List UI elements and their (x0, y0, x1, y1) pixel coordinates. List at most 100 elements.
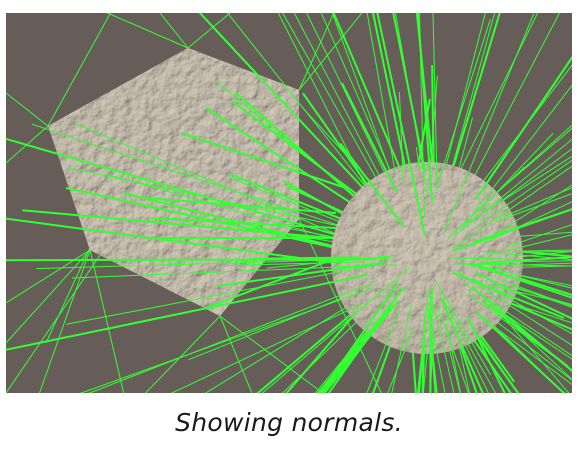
sphere-normal-line (416, 13, 434, 203)
sphere-normal-line (226, 13, 366, 187)
render-viewport (6, 13, 572, 393)
sphere-normal-line (513, 285, 572, 308)
sphere-normal-line (293, 13, 398, 210)
cube-normal-line (219, 315, 253, 393)
sphere-normal-line (481, 251, 572, 261)
sphere-normal-line (324, 318, 385, 393)
sphere-normal-line (451, 208, 572, 253)
sphere-normal-line (432, 13, 438, 189)
sphere-normal-line (150, 217, 337, 229)
sphere-normal-line (487, 184, 572, 240)
sphere-normal-line (319, 282, 399, 393)
sphere-normal-line (507, 224, 572, 247)
sphere-normal-line (447, 166, 525, 239)
sphere-normal-line (475, 55, 572, 200)
sphere-normal-line (219, 261, 365, 267)
sphere-normal-line (477, 159, 572, 226)
sphere-normal-line (476, 311, 566, 393)
sphere-normal-line (427, 309, 436, 393)
sphere-normal-line (180, 132, 347, 189)
sphere-normal-line (435, 19, 491, 191)
sphere-normal-line (170, 302, 365, 393)
sphere-normal-line (465, 155, 572, 225)
scene-canvas (6, 13, 572, 393)
sphere-normal-line (488, 314, 572, 381)
sphere-normal-line (277, 13, 367, 188)
sphere-normal-line (455, 263, 572, 267)
sphere-normal-line (205, 257, 337, 309)
sphere-normal-line (416, 289, 429, 393)
sphere-normal-line (462, 282, 572, 357)
sphere-normal-line (504, 260, 572, 263)
sphere-normal-line (416, 98, 431, 168)
normal-lines-front (6, 13, 572, 393)
sphere-normal-line (452, 271, 565, 319)
sphere-normal-line (502, 187, 572, 218)
sphere-normal-line (285, 309, 359, 393)
sphere (331, 162, 523, 354)
sphere-normal-line (266, 254, 398, 269)
sphere-normal-line (454, 13, 539, 182)
sphere-normal-line (332, 13, 406, 179)
sphere-normal-line (488, 300, 570, 393)
sphere-normal-line (6, 273, 368, 351)
sphere-normal-line (494, 234, 572, 255)
sphere-normal-line (327, 327, 377, 393)
sphere-normal-line (474, 333, 520, 393)
sphere-normal-line (421, 315, 426, 393)
cube-normal-line (144, 315, 221, 393)
sphere-normal-line (391, 304, 412, 393)
sphere-normal-line (501, 280, 572, 307)
sphere-normal-line (282, 13, 400, 218)
sphere-normal-line (316, 316, 381, 393)
sphere-normal-line (320, 286, 406, 393)
sphere-normal-line (483, 201, 572, 244)
sphere-normal-line (447, 257, 534, 261)
sphere-normal-line (376, 13, 426, 237)
sphere-normal-line (440, 13, 486, 188)
sphere-normal-line (483, 301, 569, 368)
sphere-normal-line (366, 309, 401, 393)
cube-normal-line (47, 13, 112, 127)
cube-normal-line (219, 315, 324, 393)
sphere-normal-line (510, 231, 572, 238)
sphere-normal-line (372, 333, 396, 393)
sphere-normal-line (481, 250, 572, 254)
cube-normal-line (89, 249, 125, 393)
sphere-normal-line (88, 280, 378, 393)
sphere-normal-line (481, 256, 572, 265)
sphere-normal-line (418, 13, 425, 216)
sphere-normal-line (205, 107, 352, 204)
sphere-normal-line (471, 262, 572, 299)
sphere-normal-line (317, 311, 387, 393)
sphere-normal-line (435, 296, 461, 393)
cube-normal-line (159, 13, 189, 49)
sphere-normal-line (429, 316, 446, 393)
sphere-normal-line (498, 298, 572, 324)
sphere-normal-line (66, 263, 380, 325)
sphere-normal-line (490, 303, 572, 381)
sphere-normal-line (495, 249, 572, 253)
figure-caption: Showing normals. (175, 408, 403, 437)
cube-normal-line (6, 92, 49, 127)
sphere-normal-line (31, 123, 397, 245)
sphere-normal-line (465, 13, 560, 193)
sphere-normal-line (398, 92, 404, 184)
sphere-normal-line (494, 193, 572, 223)
sphere-normal-line (322, 305, 393, 393)
sphere-normal-line (453, 321, 470, 393)
sphere-normal-line (445, 321, 462, 393)
sphere-normal-line (472, 277, 572, 335)
cube-normal-line (298, 218, 382, 393)
cube-normal-line (6, 249, 91, 304)
sphere-normal-line (79, 287, 374, 393)
sphere-normal-line (475, 272, 572, 320)
sphere-normal-line (366, 13, 396, 172)
sphere-normal-line (145, 197, 337, 214)
sphere-normal-line (441, 295, 489, 393)
sphere-normal-line (455, 165, 572, 248)
sphere-normal-line (483, 265, 572, 269)
sphere-normal-line (443, 13, 535, 233)
sphere-normal-line (331, 13, 414, 235)
